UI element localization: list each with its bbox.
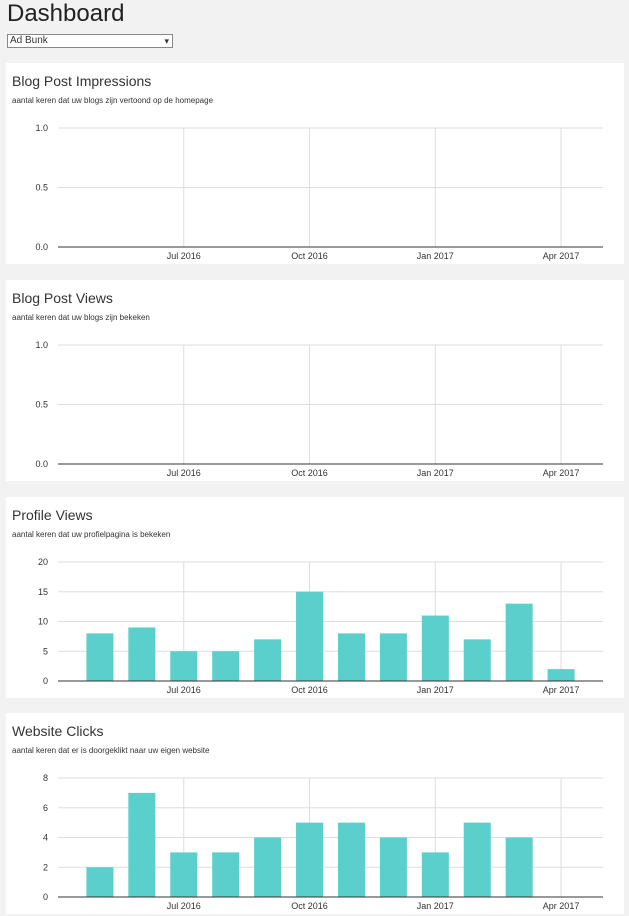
x-tick-label: Jul 2016	[167, 468, 201, 478]
y-tick-label: 0.5	[35, 183, 48, 193]
chart-subtitle: aantal keren dat uw blogs zijn vertoond …	[12, 96, 214, 105]
y-tick-label: 0.5	[35, 400, 48, 410]
bar	[170, 852, 198, 897]
chart-title: Website Clicks	[12, 723, 104, 739]
bar	[337, 822, 365, 897]
bar	[379, 837, 407, 897]
bar	[421, 852, 449, 897]
bar	[463, 639, 491, 681]
y-tick-label: 4	[43, 833, 48, 843]
x-tick-label: Jan 2017	[417, 251, 454, 261]
x-tick-label: Jan 2017	[417, 468, 454, 478]
chart-panel: Profile Views aantal keren dat uw profiel…	[6, 497, 624, 698]
chart: Blog Post Views aantal keren dat uw blogs…	[12, 290, 603, 478]
bar	[337, 633, 365, 681]
chart-subtitle: aantal keren dat uw blogs zijn bekeken	[12, 313, 150, 322]
x-tick-label: Jul 2016	[167, 901, 201, 911]
chart: Website Clicks aantal keren dat er is doo…	[12, 723, 603, 911]
y-tick-label: 1.0	[35, 123, 48, 133]
account-select[interactable]: Ad Bunk	[7, 34, 173, 48]
x-tick-label: Jul 2016	[167, 251, 201, 261]
chart-title: Blog Post Views	[12, 290, 113, 306]
y-tick-label: 15	[38, 587, 48, 597]
x-tick-label: Oct 2016	[291, 468, 328, 478]
y-tick-label: 5	[43, 646, 48, 656]
bar	[170, 651, 198, 681]
bar	[212, 651, 240, 681]
x-tick-label: Jan 2017	[417, 901, 454, 911]
bar	[379, 633, 407, 681]
bar	[505, 837, 533, 897]
chart-title: Profile Views	[12, 507, 93, 523]
x-tick-label: Apr 2017	[543, 685, 580, 695]
y-tick-label: 10	[38, 617, 48, 627]
x-tick-label: Apr 2017	[543, 901, 580, 911]
x-tick-label: Jul 2016	[167, 685, 201, 695]
x-tick-label: Apr 2017	[543, 251, 580, 261]
chart: Profile Views aantal keren dat uw profiel…	[12, 507, 603, 695]
chart-panel: Blog Post Impressions aantal keren dat uw…	[6, 63, 624, 264]
bar	[128, 792, 156, 897]
page-title: Dashboard	[7, 0, 125, 27]
y-tick-label: 0	[43, 676, 48, 686]
chart-title: Blog Post Impressions	[12, 73, 151, 89]
bar	[86, 867, 114, 897]
bar	[212, 852, 240, 897]
x-tick-label: Apr 2017	[543, 468, 580, 478]
bar	[86, 633, 114, 681]
bar	[463, 822, 491, 897]
chart-panel: Website Clicks aantal keren dat er is doo…	[6, 713, 624, 914]
bar	[505, 603, 533, 681]
chart-subtitle: aantal keren dat uw profielpagina is bek…	[12, 530, 170, 539]
bar	[296, 591, 324, 681]
bar	[421, 615, 449, 681]
x-tick-label: Jan 2017	[417, 685, 454, 695]
chart-subtitle: aantal keren dat er is doorgeklikt naar …	[12, 746, 210, 755]
bar	[128, 627, 156, 681]
y-tick-label: 1.0	[35, 340, 48, 350]
y-tick-label: 2	[43, 862, 48, 872]
y-tick-label: 6	[43, 803, 48, 813]
x-tick-label: Oct 2016	[291, 685, 328, 695]
x-tick-label: Oct 2016	[291, 901, 328, 911]
y-tick-label: 0.0	[35, 242, 48, 252]
y-tick-label: 0	[43, 892, 48, 902]
chart: Blog Post Impressions aantal keren dat uw…	[12, 73, 603, 261]
y-tick-label: 0.0	[35, 459, 48, 469]
x-tick-label: Oct 2016	[291, 251, 328, 261]
bar	[547, 669, 575, 681]
y-tick-label: 20	[38, 557, 48, 567]
y-tick-label: 8	[43, 773, 48, 783]
bar	[254, 639, 282, 681]
bar	[254, 837, 282, 897]
bar	[296, 822, 324, 897]
chart-panel: Blog Post Views aantal keren dat uw blogs…	[6, 280, 624, 481]
